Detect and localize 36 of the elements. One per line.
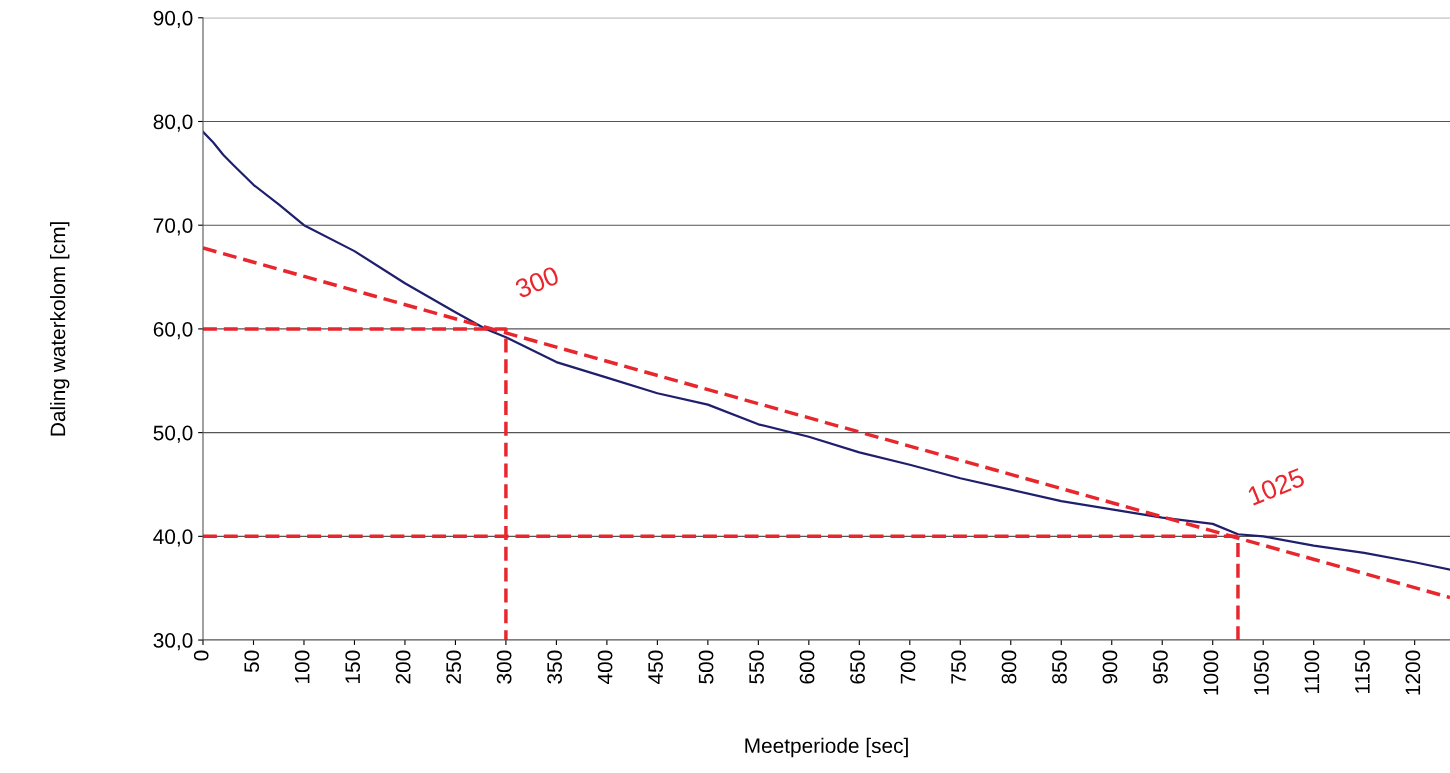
x-tick-label: 500	[698, 650, 714, 684]
x-tick-label: 450	[648, 650, 663, 685]
x-tick-label: 600	[799, 650, 815, 684]
y-tick-label: 70,0	[153, 218, 193, 236]
x-tick-label: 1000	[1203, 650, 1219, 695]
x-tick-label: 800	[1001, 650, 1017, 684]
x-tick-label: 100	[294, 650, 310, 683]
x-tick-label: 650	[850, 650, 865, 684]
x-tick-label: 200	[395, 650, 411, 684]
x-tick-label: 900	[1102, 650, 1118, 684]
x-tick-label: 400	[597, 650, 613, 685]
x-tick-label: 250	[446, 650, 462, 684]
annotation: 1025	[1247, 467, 1306, 506]
x-tick-label: 700	[900, 650, 916, 684]
y-axis-title: Daling waterkolom [cm]	[49, 222, 70, 436]
x-tick-label: 300	[496, 650, 512, 684]
x-tick-label: 350	[547, 650, 562, 684]
x-axis-title: Meetperiode [sec]	[745, 737, 908, 758]
y-tick-label: 40,0	[153, 529, 193, 547]
y-tick-label: 80,0	[153, 114, 193, 132]
x-tick-label: 0	[193, 650, 209, 661]
x-tick-label: 1100	[1304, 650, 1320, 693]
y-tick-label: 60,0	[153, 321, 193, 340]
x-tick-label: 850	[1052, 650, 1067, 684]
y-tick-label: 90,0	[153, 10, 193, 28]
y-tick-label: 50,0	[153, 425, 193, 443]
x-tick-label: 750	[951, 650, 966, 684]
x-tick-label: 1050	[1254, 650, 1269, 695]
annotation: 300	[514, 265, 560, 299]
x-tick-label: 1200	[1405, 650, 1421, 695]
x-tick-label: 1150	[1355, 650, 1370, 693]
x-tick-label: 550	[749, 650, 764, 684]
y-tick-label: 30,0	[153, 633, 193, 651]
x-tick-label: 50	[244, 650, 260, 673]
x-tick-label: 150	[345, 650, 361, 683]
x-tick-label: 950	[1153, 650, 1168, 684]
